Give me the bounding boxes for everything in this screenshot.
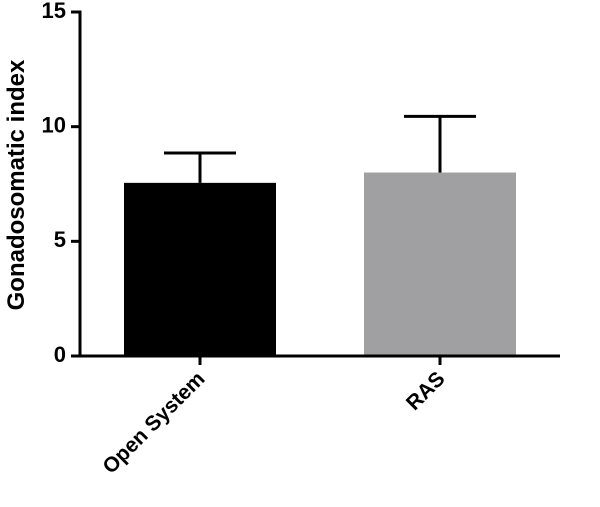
y-tick-label: 0 bbox=[54, 342, 66, 367]
bar bbox=[364, 172, 516, 356]
x-tick-label: Open System bbox=[98, 367, 209, 478]
error-bar bbox=[404, 114, 476, 173]
bar bbox=[124, 182, 276, 356]
y-tick-label: 10 bbox=[42, 112, 66, 137]
x-tick-label: RAS bbox=[402, 367, 450, 415]
error-bar bbox=[164, 151, 236, 183]
y-axis-label: Gonadosomatic index bbox=[3, 59, 30, 310]
y-tick-label: 5 bbox=[54, 227, 66, 252]
y-tick-label: 15 bbox=[42, 0, 66, 23]
